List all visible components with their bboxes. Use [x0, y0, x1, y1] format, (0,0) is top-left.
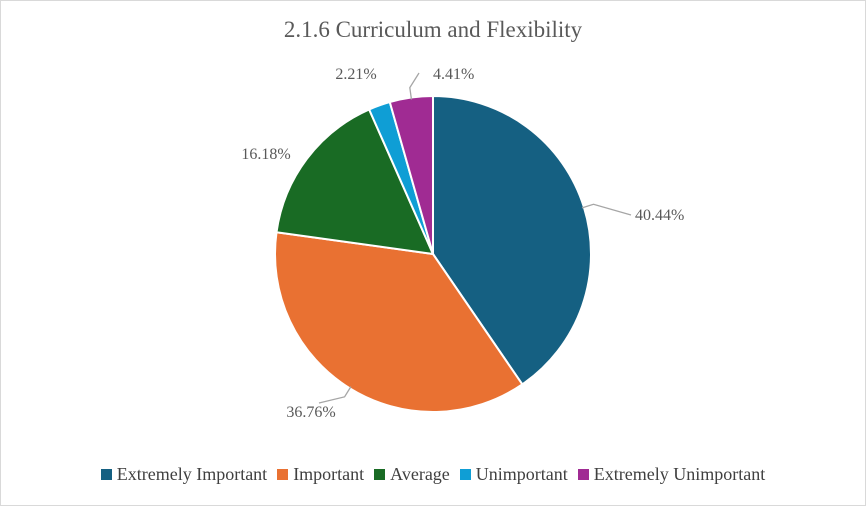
legend-item-extremely-unimportant: Extremely Unimportant [577, 464, 766, 485]
chart-title: 2.1.6 Curriculum and Flexibility [283, 17, 583, 42]
data-label-unimportant: 2.21% [335, 66, 376, 83]
leader-line-extremely-unimportant [409, 72, 420, 100]
legend-item-important: Important [277, 464, 364, 485]
legend-label: Average [390, 464, 450, 484]
legend-item-unimportant: Unimportant [459, 464, 568, 485]
leader-line-extremely-important [581, 203, 632, 216]
pie-slice-average [275, 108, 435, 256]
data-label-extremely-important: 40.44% [635, 207, 684, 224]
legend-item-extremely-important: Extremely Important [100, 464, 268, 485]
data-label-extremely-unimportant: 4.41% [433, 66, 474, 83]
leader-line-important [318, 386, 352, 404]
legend-swatch [459, 469, 471, 480]
legend: Extremely Important Important Average Unimp… [1, 464, 865, 485]
legend-swatch [577, 469, 589, 480]
legend-label: Unimportant [475, 464, 568, 484]
legend-label: Extremely Unimportant [593, 464, 766, 484]
data-label-important: 36.76% [286, 404, 335, 421]
legend-swatch [277, 469, 289, 480]
legend-label: Important [293, 464, 365, 484]
legend-swatch [374, 469, 386, 480]
legend-label: Extremely Important [116, 464, 268, 484]
data-label-average: 16.18% [241, 146, 290, 163]
legend-item-average: Average [374, 464, 450, 485]
legend-swatch [100, 469, 112, 480]
